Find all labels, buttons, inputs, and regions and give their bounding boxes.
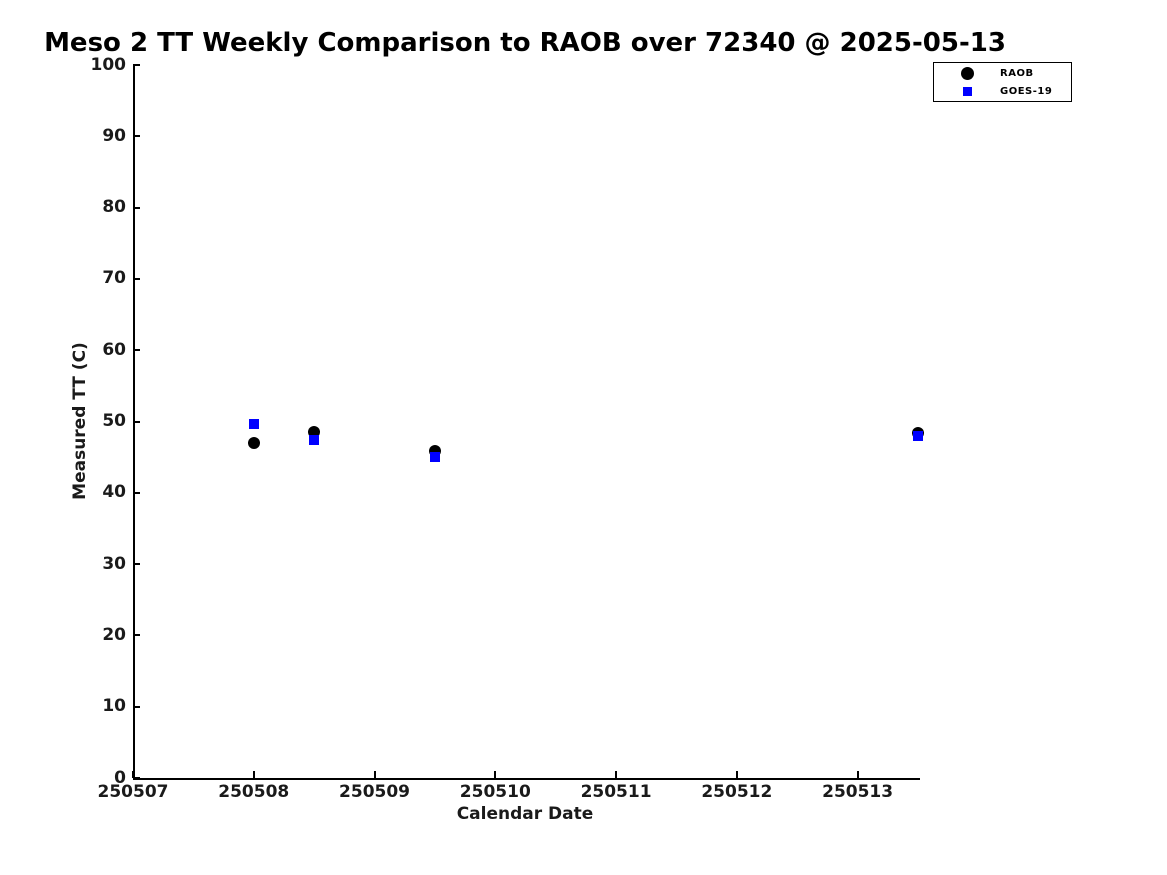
y-tick-mark [133,277,140,280]
y-tick-mark [133,64,140,66]
y-tick-label: 40 [102,482,126,503]
y-tick-mark [133,705,140,708]
y-tick-label: 50 [102,411,126,431]
legend-entry-raob: RAOB [934,64,1071,82]
y-tick-label: 70 [102,268,126,289]
plot-area [133,65,920,780]
legend-entry-goes19: GOES-19 [934,82,1071,100]
goes19-square-icon [962,86,972,96]
y-tick-mark [133,349,140,352]
x-tick-mark [252,771,255,778]
data-point-goes-19 [248,418,259,429]
y-tick-label: 20 [102,624,126,645]
x-tick-label: 250507 [97,782,169,802]
legend-label-goes19: GOES-19 [1000,85,1053,97]
y-tick-label: 60 [102,339,126,360]
x-tick-label: 250513 [822,782,894,802]
legend-label-raob: RAOB [1000,67,1034,79]
x-tick-mark [494,771,497,778]
y-tick-label: 10 [102,696,126,717]
x-tick-mark [615,771,618,778]
x-tick-label: 250510 [459,782,531,802]
y-tick-label: 0 [114,767,126,788]
x-tick-label: 250509 [339,782,411,802]
chart-title: Meso 2 TT Weekly Comparison to RAOB over… [44,28,1006,58]
data-point-goes-19 [913,431,923,442]
data-point-goes-19 [309,435,320,446]
y-tick-mark [133,420,140,423]
x-tick-label: 250512 [701,782,773,802]
data-point-goes-19 [429,452,440,463]
y-tick-label: 90 [102,125,126,146]
y-tick-mark [133,563,140,566]
legend: RAOB GOES-19 [933,62,1072,102]
x-tick-mark [373,771,376,778]
y-tick-label: 100 [90,54,127,75]
x-tick-mark [735,771,738,778]
y-tick-mark [133,491,140,494]
x-tick-mark [132,771,134,778]
x-tick-label: 250511 [580,782,652,802]
y-tick-label: 80 [102,197,126,218]
y-axis-label: Measured TT (C) [70,342,90,500]
y-tick-mark [133,206,140,209]
y-tick-label: 30 [102,553,126,574]
raob-circle-icon [960,66,974,80]
x-axis-label: Calendar Date [456,804,594,824]
y-tick-mark [133,777,140,779]
data-point-raob [247,436,260,449]
y-tick-mark [133,135,140,138]
x-tick-mark [856,771,859,778]
y-tick-mark [133,634,140,637]
x-tick-label: 250508 [218,782,290,802]
